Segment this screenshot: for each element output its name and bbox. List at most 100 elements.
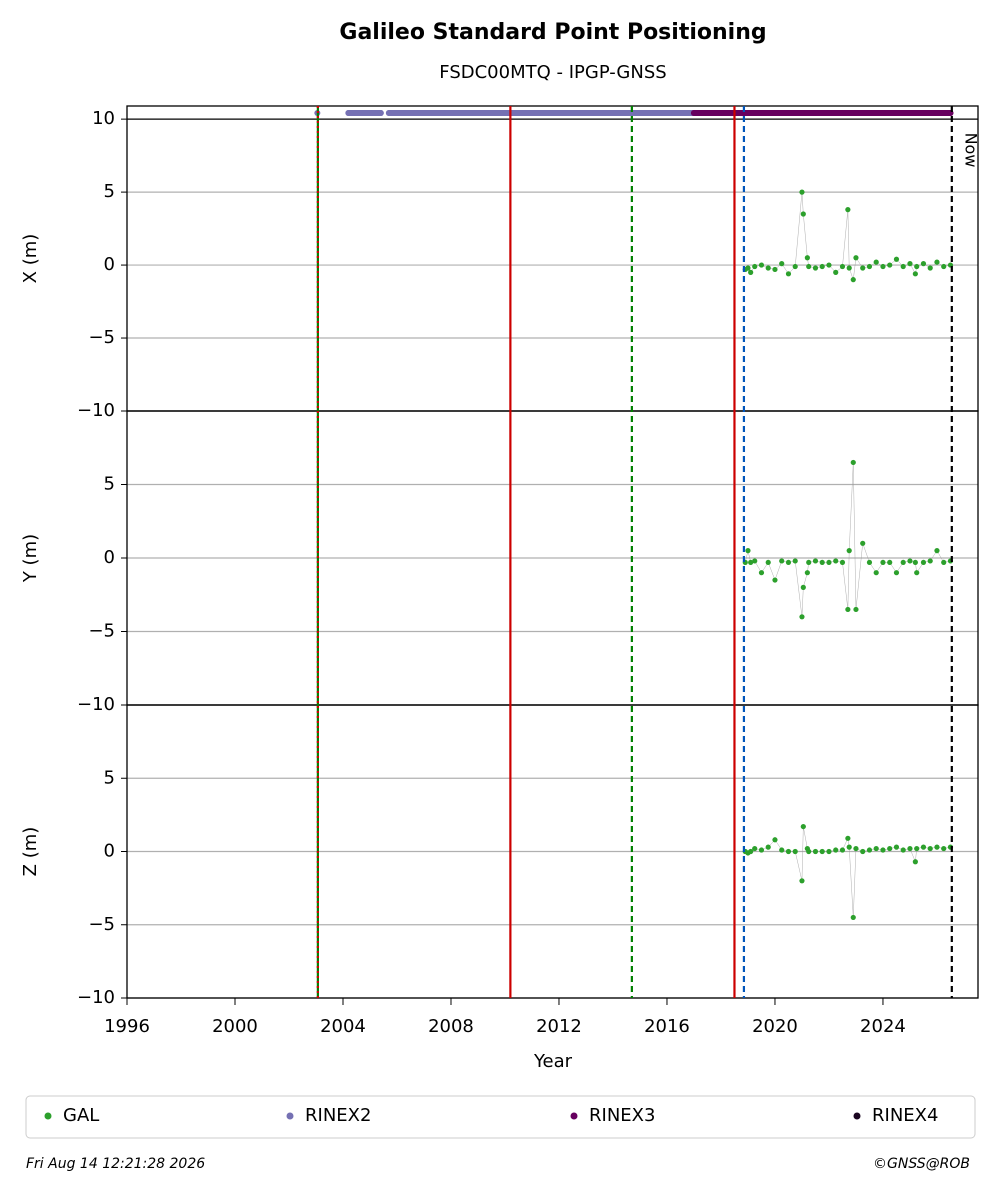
data-point bbox=[941, 559, 947, 566]
x-tick-label: 2024 bbox=[860, 1016, 906, 1037]
availability-point bbox=[906, 110, 913, 116]
availability-point bbox=[493, 110, 500, 116]
data-point bbox=[806, 848, 812, 855]
y-tick-label: −5 bbox=[88, 621, 115, 642]
data-point bbox=[819, 848, 825, 855]
data-point bbox=[846, 548, 852, 554]
availability-point bbox=[655, 110, 662, 116]
data-point bbox=[860, 848, 866, 855]
availability-point bbox=[439, 110, 446, 116]
availability-point bbox=[561, 110, 568, 116]
data-point bbox=[799, 614, 805, 620]
legend-marker bbox=[570, 1112, 578, 1120]
x-tick-label: 2016 bbox=[644, 1016, 690, 1037]
availability-point bbox=[785, 110, 792, 116]
data-point bbox=[779, 558, 785, 564]
data-point bbox=[772, 266, 778, 273]
data-point bbox=[846, 844, 852, 850]
data-point bbox=[914, 263, 920, 270]
availability-point bbox=[534, 110, 541, 116]
data-point bbox=[819, 559, 825, 566]
data-point bbox=[934, 548, 940, 554]
data-point bbox=[900, 847, 906, 853]
data-point bbox=[812, 848, 819, 855]
y-tick-label: 5 bbox=[104, 181, 115, 202]
availability-point bbox=[412, 110, 419, 116]
availability-point bbox=[682, 110, 689, 116]
data-point bbox=[799, 189, 805, 195]
data-point bbox=[752, 263, 758, 270]
chart-subtitle: FSDC00MTQ - IPGP-GNSS bbox=[439, 62, 666, 83]
data-point bbox=[914, 845, 920, 852]
y-tick-label: −5 bbox=[88, 327, 115, 348]
y-tick-label: 0 bbox=[104, 841, 115, 862]
data-point bbox=[819, 263, 825, 270]
data-point bbox=[866, 847, 873, 853]
availability-point bbox=[574, 110, 581, 116]
data-point bbox=[873, 570, 879, 576]
data-point bbox=[850, 277, 856, 283]
data-point bbox=[800, 823, 806, 830]
data-point bbox=[853, 606, 859, 613]
data-point bbox=[927, 265, 933, 271]
data-point bbox=[758, 262, 765, 268]
data-point bbox=[873, 259, 879, 265]
y-tick-label: 0 bbox=[104, 254, 115, 275]
data-point bbox=[850, 914, 856, 921]
data-point bbox=[893, 570, 900, 576]
y-tick-label: 0 bbox=[104, 547, 115, 568]
availability-point bbox=[642, 110, 649, 116]
availability-point bbox=[866, 110, 873, 116]
data-point bbox=[887, 262, 893, 268]
data-point bbox=[785, 559, 792, 566]
x-axis-label: Year bbox=[533, 1051, 573, 1072]
data-point bbox=[880, 559, 886, 566]
availability-point bbox=[771, 110, 778, 116]
x-tick-label: 2020 bbox=[752, 1016, 798, 1037]
x-tick-label: 2008 bbox=[428, 1016, 474, 1037]
data-point bbox=[785, 848, 792, 855]
y-tick-label: 5 bbox=[104, 767, 115, 788]
data-point bbox=[806, 263, 812, 270]
data-point bbox=[804, 255, 810, 261]
data-point bbox=[812, 265, 819, 271]
availability-point bbox=[453, 110, 460, 116]
availability-point bbox=[601, 110, 608, 116]
data-point bbox=[799, 878, 805, 884]
y-axis-label: Y (m) bbox=[20, 534, 41, 583]
availability-point bbox=[825, 110, 832, 116]
data-point bbox=[752, 845, 758, 852]
panel-frame bbox=[126, 105, 979, 412]
data-point bbox=[907, 845, 913, 852]
legend-marker bbox=[44, 1112, 52, 1120]
availability-point bbox=[399, 110, 406, 116]
data-point bbox=[860, 265, 866, 271]
legend-label: RINEX2 bbox=[305, 1105, 371, 1126]
data-point bbox=[812, 558, 819, 564]
data-point bbox=[907, 261, 913, 267]
data-point bbox=[934, 259, 940, 265]
data-point bbox=[839, 847, 846, 853]
data-point bbox=[893, 844, 900, 850]
availability-point bbox=[933, 110, 940, 116]
data-point bbox=[779, 261, 785, 267]
availability-point bbox=[852, 110, 859, 116]
data-point bbox=[779, 847, 785, 853]
data-point bbox=[920, 844, 927, 850]
data-point bbox=[845, 207, 851, 213]
data-point bbox=[880, 263, 886, 270]
data-point bbox=[839, 263, 846, 270]
data-point bbox=[826, 848, 832, 855]
data-point bbox=[765, 559, 771, 566]
availability-point bbox=[893, 110, 900, 116]
data-point bbox=[833, 558, 839, 564]
data-point bbox=[785, 271, 792, 277]
y-tick-label: −5 bbox=[88, 914, 115, 935]
data-point bbox=[752, 558, 758, 564]
data-point bbox=[914, 570, 920, 576]
data-point bbox=[880, 847, 886, 853]
y-tick-label: 10 bbox=[92, 108, 115, 129]
data-point bbox=[845, 606, 851, 613]
chart-title: Galileo Standard Point Positioning bbox=[339, 20, 766, 45]
